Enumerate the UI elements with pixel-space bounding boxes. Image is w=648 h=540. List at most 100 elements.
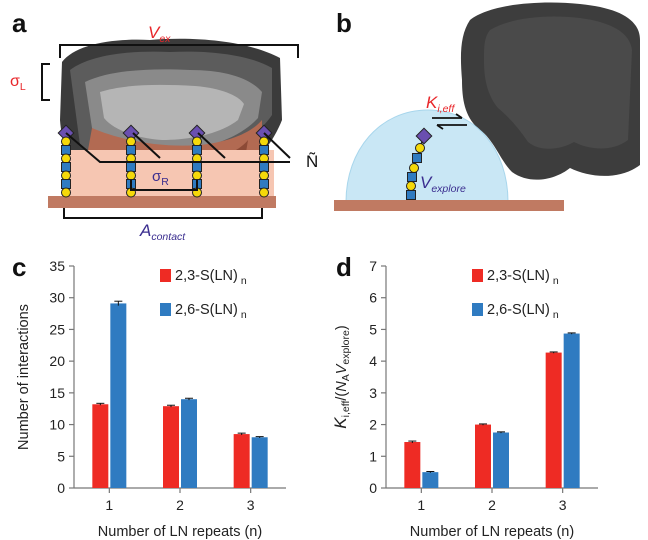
glcnac-square-icon	[192, 162, 202, 172]
legend-entry: 2,6-S(LN) n	[175, 302, 247, 321]
y-tick-label: 6	[369, 290, 377, 306]
n-tilde-label: Ñ	[306, 152, 318, 171]
legend-entry: 2,6-S(LN) n	[487, 302, 559, 321]
legend-entry: 2,3-S(LN) n	[487, 268, 559, 287]
panel-d: d 0 1 2 3 4 5 6 7 1 2 3 Number of LN repeats (n) 2,3…	[331, 252, 598, 540]
legend-swatch	[160, 303, 171, 316]
bar	[475, 424, 491, 488]
sialic-acid-diamond-icon	[415, 127, 433, 145]
n-tilde-line-3	[197, 132, 226, 159]
bar	[233, 434, 250, 488]
glcnac-square-icon	[126, 162, 136, 172]
y-tick-label: 0	[369, 480, 377, 496]
panel-b: b Ki,eff Vexplore	[334, 2, 640, 211]
galactose-circle-icon	[409, 163, 419, 173]
bar	[251, 437, 268, 488]
chart-c: 0 5 10 15 20 25 30 35 1 2 3 Number of LN repeats (n…	[16, 258, 286, 540]
bar	[545, 352, 562, 488]
glcnac-square-icon	[61, 179, 71, 189]
v-explore-label: Vexplore	[420, 173, 466, 195]
galactose-circle-icon	[259, 136, 269, 147]
y-tick-label: 2	[369, 417, 377, 433]
contact-zone	[62, 150, 274, 196]
a-contact-label: Acontact	[139, 221, 186, 243]
legend-entry: 2,3-S(LN) n	[175, 268, 247, 287]
a-contact-bracket	[63, 208, 263, 219]
glcnac-square-icon	[407, 172, 417, 182]
panel-b-label: b	[336, 8, 352, 38]
x-tick-label: 3	[247, 497, 255, 513]
glcnac-square-icon	[259, 179, 269, 189]
galactose-circle-icon	[61, 170, 71, 181]
x-tick-label: 1	[417, 497, 425, 513]
y-tick-label: 30	[49, 290, 65, 306]
arrow-backward-head	[436, 124, 444, 130]
glycan-stalk-b	[406, 127, 433, 200]
protein-structure-b	[460, 2, 640, 180]
panel-c-label: c	[12, 252, 26, 282]
y-tick-label: 35	[49, 258, 65, 274]
galactose-circle-icon	[259, 187, 269, 198]
galactose-circle-icon	[126, 136, 136, 147]
sialic-acid-diamond-icon	[122, 124, 140, 142]
y-tick-label: 20	[49, 353, 65, 369]
legend-swatch	[472, 269, 483, 282]
cell-surface-b	[334, 200, 564, 211]
galactose-circle-icon	[259, 170, 269, 181]
x-tick-label: 3	[559, 497, 567, 513]
galactose-circle-icon	[192, 136, 202, 147]
y-tick-label: 5	[57, 448, 65, 464]
bar	[92, 404, 109, 488]
n-tilde-line-4	[263, 132, 291, 159]
legend-swatch	[160, 269, 171, 282]
x-tick-label: 2	[488, 497, 496, 513]
glcnac-square-icon	[259, 162, 269, 172]
n-tilde-line-2	[132, 132, 161, 159]
y-tick-label: 0	[57, 480, 65, 496]
panel-a-label: a	[12, 8, 27, 38]
glcnac-square-icon	[61, 145, 71, 155]
legend-swatch	[472, 303, 483, 316]
y-tick-label: 5	[369, 321, 377, 337]
sigma-r-label: σR	[152, 168, 169, 188]
glcnac-square-icon	[406, 190, 416, 200]
k-ieff-label: Ki,eff	[426, 93, 455, 115]
chart-d: 0 1 2 3 4 5 6 7 1 2 3 Number of LN repeats (n) 2,3-S…	[331, 258, 598, 540]
galactose-circle-icon	[406, 181, 416, 191]
x-axis-label: Number of LN repeats (n)	[98, 524, 262, 540]
glcnac-square-icon	[126, 145, 136, 155]
bar	[404, 442, 421, 488]
y-tick-label: 4	[369, 353, 377, 369]
galactose-circle-icon	[192, 170, 202, 181]
v-ex-bracket	[59, 44, 299, 58]
bar	[181, 399, 197, 488]
glcnac-square-icon	[61, 162, 71, 172]
bar	[422, 472, 439, 488]
x-tick-label: 1	[105, 497, 113, 513]
y-axis-label: Number of interactions	[16, 304, 32, 450]
galactose-circle-icon	[415, 143, 425, 153]
y-tick-label: 10	[49, 417, 65, 433]
sigma-l-bracket	[41, 63, 50, 101]
galactose-circle-icon	[61, 136, 71, 147]
v-ex-label: Vex	[148, 23, 171, 45]
y-tick-label: 7	[369, 258, 377, 274]
galactose-circle-icon	[126, 170, 136, 181]
panel-a: a Vex σL Ñ σR Acontact	[10, 8, 318, 243]
galactose-circle-icon	[61, 187, 71, 198]
sigma-r-bracket	[130, 180, 198, 191]
bar	[163, 406, 179, 488]
x-axis-label: Number of LN repeats (n)	[410, 524, 574, 540]
y-axis-label: Ki,eff/(NAVexplore)	[331, 325, 352, 428]
y-tick-label: 3	[369, 385, 377, 401]
bar	[110, 303, 127, 488]
y-tick-label: 25	[49, 321, 65, 337]
bar	[493, 432, 509, 488]
panel-c: c 0 5 10 15 20 25 30 35 1 2 3 Number of LN repeats …	[12, 252, 286, 540]
glcnac-square-icon	[412, 153, 422, 163]
glcnac-square-icon	[259, 145, 269, 155]
bar	[563, 333, 580, 488]
arrow-forward-head	[455, 113, 463, 119]
x-tick-label: 2	[176, 497, 184, 513]
